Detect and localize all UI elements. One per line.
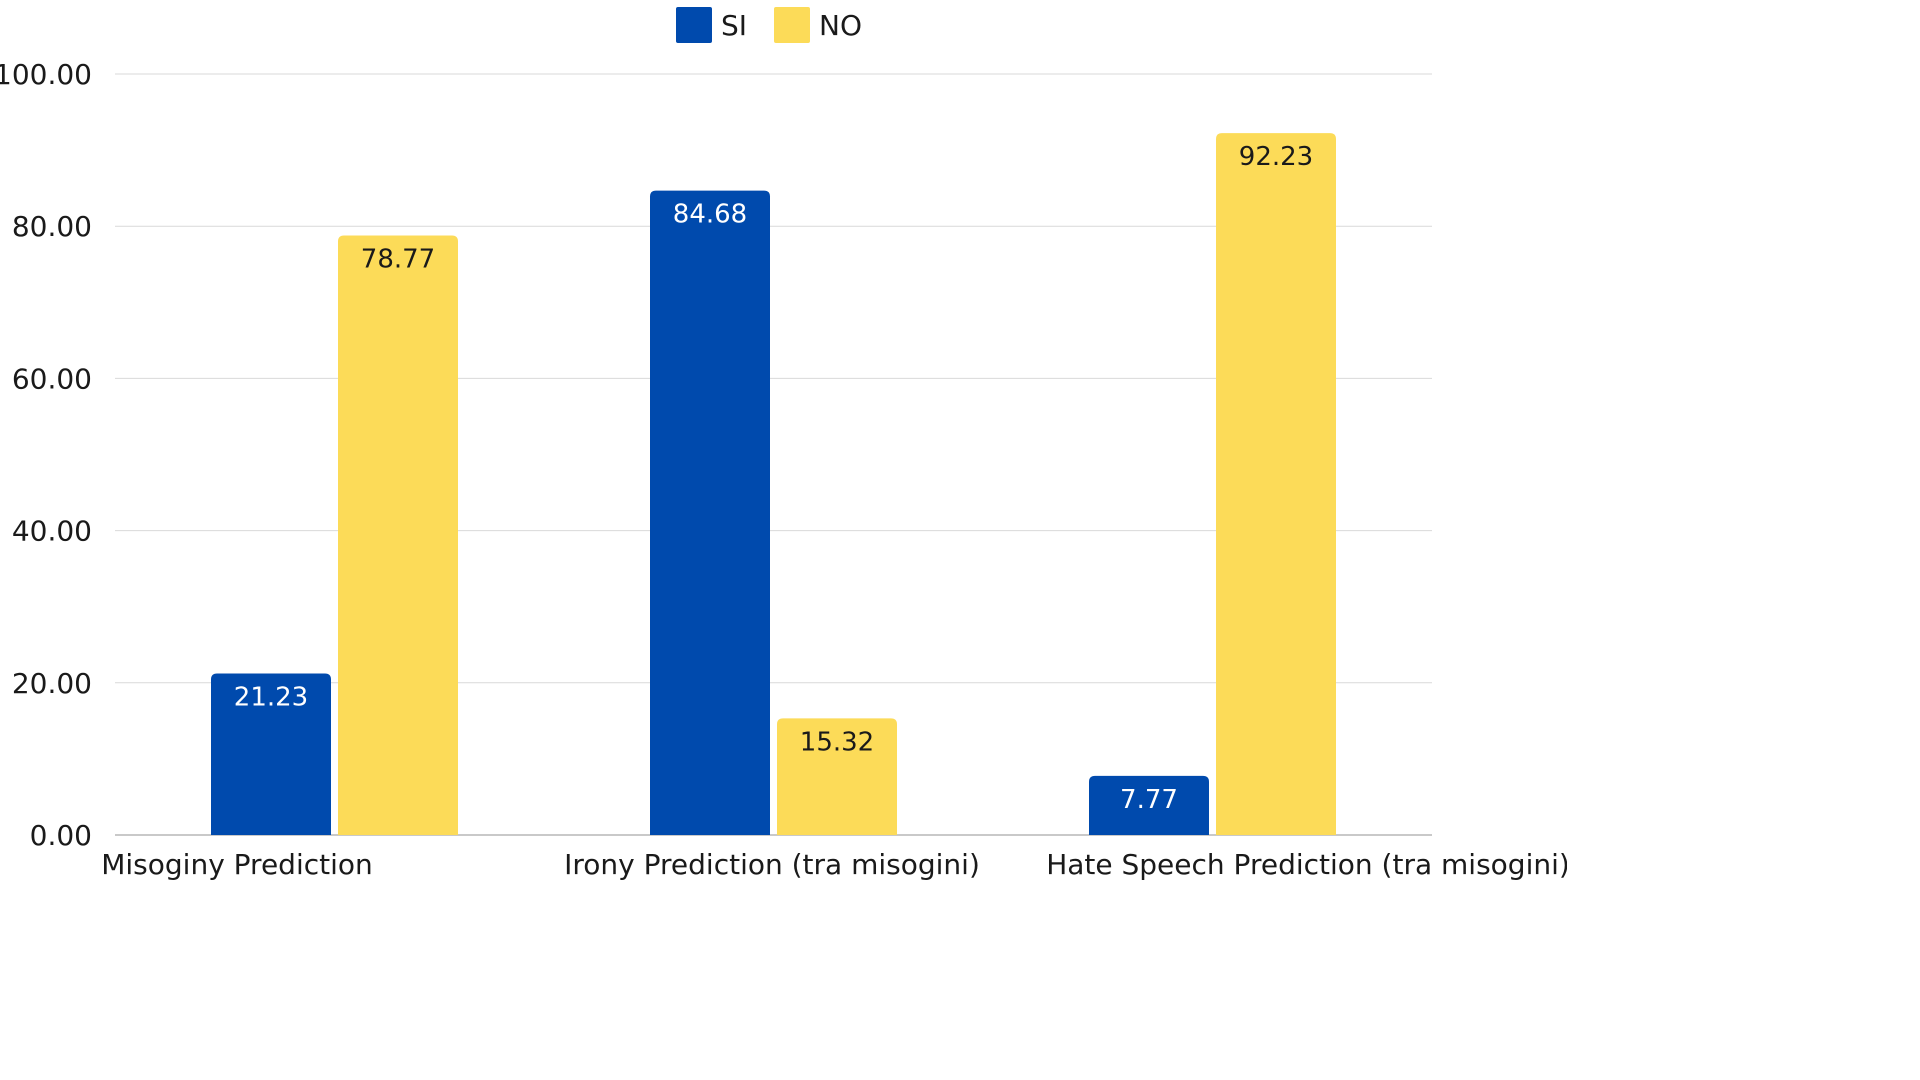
y-axis-ticks: 0.00 20.00 40.00 60.00 80.00 100.00 (0, 58, 92, 852)
bar-chart: 0.00 20.00 40.00 60.00 80.00 100.00 21.23 84.6… (0, 7, 1567, 881)
bar-no (1216, 133, 1336, 835)
legend: SI NO (676, 7, 862, 43)
data-label: 7.77 (1120, 785, 1178, 815)
y-tick-label: 20.00 (12, 667, 92, 700)
data-label: 78.77 (361, 245, 435, 275)
bars (211, 133, 1336, 835)
y-tick-label: 40.00 (12, 515, 92, 548)
chart-canvas: 0.00 20.00 40.00 60.00 80.00 100.00 21.23 84.6… (0, 7, 1567, 881)
bar-no (777, 718, 897, 835)
data-label: 84.68 (673, 200, 747, 230)
bar-si (1089, 775, 1209, 835)
bar-no (338, 235, 458, 835)
x-category-label: Irony Prediction (tra misogini) (564, 848, 980, 881)
y-tick-label: 80.00 (12, 210, 92, 243)
legend-label: SI (721, 9, 747, 42)
legend-swatch-si (676, 7, 712, 43)
legend-label: NO (819, 9, 862, 42)
y-tick-label: 100.00 (0, 58, 92, 91)
data-label: 92.23 (1239, 142, 1313, 172)
legend-swatch-no (774, 7, 810, 43)
y-tick-label: 60.00 (12, 362, 92, 395)
data-label: 15.32 (800, 727, 874, 757)
data-labels: 21.23 84.68 7.77 78.77 15.32 92.23 (234, 142, 1313, 815)
x-axis-categories: Misoginy Prediction Irony Prediction (tra… (101, 848, 1567, 881)
gridlines (115, 73, 1432, 836)
data-label: 21.23 (234, 682, 308, 712)
y-tick-label: 0.00 (30, 819, 92, 852)
x-category-label: Misoginy Prediction (101, 848, 373, 881)
bar-si (650, 190, 770, 835)
x-category-label: Hate Speech Prediction (tra misogini) (1046, 848, 1567, 881)
bar-si (211, 673, 331, 835)
